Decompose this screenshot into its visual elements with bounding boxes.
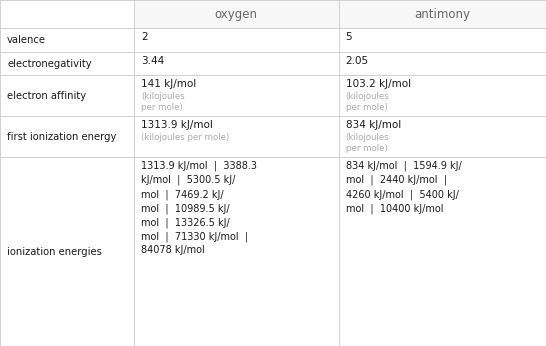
Text: ionization energies: ionization energies — [7, 247, 102, 256]
Text: 2.05: 2.05 — [346, 56, 369, 66]
Text: 1313.9 kJ/mol  |  3388.3
kJ/mol  |  5300.5 kJ/
mol  |  7469.2 kJ/
mol  |  10989.: 1313.9 kJ/mol | 3388.3 kJ/mol | 5300.5 k… — [141, 161, 257, 255]
Text: (kilojoules
per mole): (kilojoules per mole) — [346, 92, 389, 112]
Text: 2: 2 — [141, 32, 147, 42]
Text: valence: valence — [7, 35, 46, 45]
Bar — [339, 0, 546, 28]
Text: 834 kJ/mol  |  1594.9 kJ/
mol  |  2440 kJ/mol  |
4260 kJ/mol  |  5400 kJ/
mol  |: 834 kJ/mol | 1594.9 kJ/ mol | 2440 kJ/mo… — [346, 161, 461, 214]
Text: antimony: antimony — [414, 8, 470, 21]
Text: 103.2 kJ/mol: 103.2 kJ/mol — [346, 79, 411, 89]
Text: (kilojoules
per mole): (kilojoules per mole) — [141, 92, 185, 112]
Text: 1313.9 kJ/mol: 1313.9 kJ/mol — [141, 120, 213, 130]
Text: 3.44: 3.44 — [141, 56, 164, 66]
Text: first ionization energy: first ionization energy — [7, 132, 116, 142]
Text: electron affinity: electron affinity — [7, 91, 86, 101]
Text: 5: 5 — [346, 32, 352, 42]
Text: 834 kJ/mol: 834 kJ/mol — [346, 120, 401, 130]
Text: (kilojoules
per mole): (kilojoules per mole) — [346, 133, 389, 153]
Text: (kilojoules per mole): (kilojoules per mole) — [141, 133, 229, 142]
Text: oxygen: oxygen — [215, 8, 258, 21]
Text: 141 kJ/mol: 141 kJ/mol — [141, 79, 196, 89]
Bar — [134, 0, 339, 28]
Text: electronegativity: electronegativity — [7, 59, 92, 69]
